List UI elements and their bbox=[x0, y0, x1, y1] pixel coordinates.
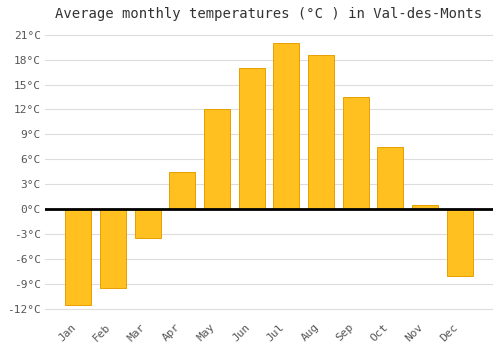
Bar bbox=[100, 209, 126, 288]
Bar bbox=[274, 43, 299, 209]
Bar bbox=[412, 205, 438, 209]
Bar bbox=[170, 172, 196, 209]
Title: Average monthly temperatures (°C ) in Val-des-Monts: Average monthly temperatures (°C ) in Va… bbox=[56, 7, 482, 21]
Bar bbox=[238, 68, 264, 209]
Bar bbox=[204, 110, 230, 209]
Bar bbox=[308, 55, 334, 209]
Bar bbox=[65, 209, 91, 305]
Bar bbox=[446, 209, 472, 276]
Bar bbox=[378, 147, 404, 209]
Bar bbox=[134, 209, 160, 238]
Bar bbox=[342, 97, 368, 209]
